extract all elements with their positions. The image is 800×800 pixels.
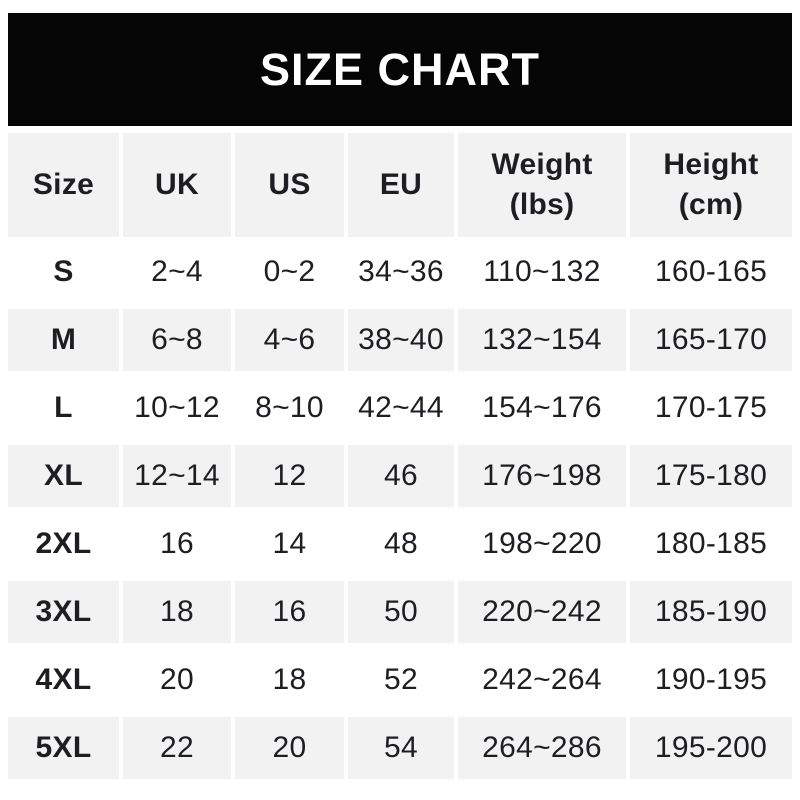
cell-us: 8~10 (235, 377, 344, 439)
header-cell-uk: UK (123, 133, 231, 237)
cell-weight: 220~242 (458, 581, 626, 643)
cell-eu: 46 (348, 445, 454, 507)
cell-size: 2XL (8, 513, 119, 575)
header-cell-weight: Weight (lbs) (458, 133, 626, 237)
cell-eu: 52 (348, 649, 454, 711)
cell-size: 3XL (8, 581, 119, 643)
cell-uk: 16 (123, 513, 231, 575)
cell-us: 18 (235, 649, 344, 711)
cell-weight: 198~220 (458, 513, 626, 575)
cell-us: 0~2 (235, 241, 344, 303)
table-row-s: S 2~4 0~2 34~36 110~132 160-165 (8, 241, 792, 303)
cell-weight: 110~132 (458, 241, 626, 303)
cell-size: 4XL (8, 649, 119, 711)
cell-height: 160-165 (630, 241, 792, 303)
table-row-5xl: 5XL 22 20 54 264~286 195-200 (8, 717, 792, 779)
header-cell-eu: EU (348, 133, 454, 237)
cell-size: L (8, 377, 119, 439)
cell-weight: 264~286 (458, 717, 626, 779)
header-cell-height: Height (cm) (630, 133, 792, 237)
cell-height: 180-185 (630, 513, 792, 575)
cell-weight: 132~154 (458, 309, 626, 371)
table-row-3xl: 3XL 18 16 50 220~242 185-190 (8, 581, 792, 643)
table-row-4xl: 4XL 20 18 52 242~264 190-195 (8, 649, 792, 711)
cell-height: 185-190 (630, 581, 792, 643)
cell-height: 170-175 (630, 377, 792, 439)
cell-us: 20 (235, 717, 344, 779)
table-row-m: M 6~8 4~6 38~40 132~154 165-170 (8, 309, 792, 371)
cell-size: XL (8, 445, 119, 507)
cell-us: 12 (235, 445, 344, 507)
page-title: SIZE CHART (260, 43, 540, 95)
cell-eu: 50 (348, 581, 454, 643)
table-row-l: L 10~12 8~10 42~44 154~176 170-175 (8, 377, 792, 439)
cell-height: 175-180 (630, 445, 792, 507)
cell-weight: 176~198 (458, 445, 626, 507)
cell-eu: 42~44 (348, 377, 454, 439)
cell-height: 190-195 (630, 649, 792, 711)
cell-uk: 10~12 (123, 377, 231, 439)
banner: SIZE CHART (8, 13, 792, 126)
header-row: Size UK US EU Weight (lbs) Height (cm) (8, 133, 792, 237)
cell-size: M (8, 309, 119, 371)
cell-us: 16 (235, 581, 344, 643)
cell-uk: 20 (123, 649, 231, 711)
cell-size: S (8, 241, 119, 303)
cell-size: 5XL (8, 717, 119, 779)
cell-us: 14 (235, 513, 344, 575)
cell-uk: 22 (123, 717, 231, 779)
table-row-2xl: 2XL 16 14 48 198~220 180-185 (8, 513, 792, 575)
cell-uk: 18 (123, 581, 231, 643)
cell-weight: 154~176 (458, 377, 626, 439)
size-chart-page: SIZE CHART Size UK US EU Weight (lbs) He… (8, 0, 792, 779)
header-cell-size: Size (8, 133, 119, 237)
size-table: Size UK US EU Weight (lbs) Height (cm) S… (8, 133, 792, 779)
cell-eu: 34~36 (348, 241, 454, 303)
cell-eu: 48 (348, 513, 454, 575)
cell-eu: 38~40 (348, 309, 454, 371)
header-cell-us: US (235, 133, 344, 237)
cell-uk: 6~8 (123, 309, 231, 371)
cell-eu: 54 (348, 717, 454, 779)
table-row-xl: XL 12~14 12 46 176~198 175-180 (8, 445, 792, 507)
cell-height: 195-200 (630, 717, 792, 779)
cell-weight: 242~264 (458, 649, 626, 711)
cell-height: 165-170 (630, 309, 792, 371)
cell-uk: 12~14 (123, 445, 231, 507)
cell-us: 4~6 (235, 309, 344, 371)
cell-uk: 2~4 (123, 241, 231, 303)
